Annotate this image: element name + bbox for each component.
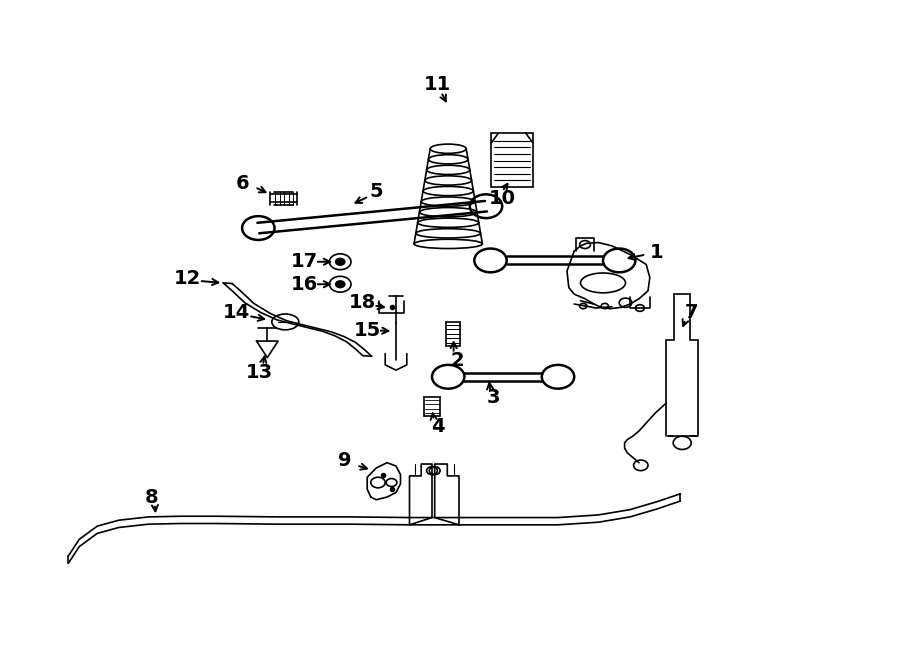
Text: 4: 4 (430, 417, 445, 436)
Text: 13: 13 (246, 363, 273, 381)
Text: 17: 17 (291, 253, 318, 271)
Text: 10: 10 (489, 189, 516, 208)
Text: 7: 7 (685, 303, 698, 322)
Text: 2: 2 (450, 351, 464, 369)
Circle shape (336, 281, 345, 288)
Text: 1: 1 (650, 243, 664, 262)
Text: 16: 16 (291, 275, 318, 293)
Text: 6: 6 (236, 174, 250, 192)
Circle shape (336, 258, 345, 265)
Text: 18: 18 (349, 293, 376, 312)
Text: 5: 5 (369, 182, 383, 201)
Text: 3: 3 (487, 389, 500, 407)
Text: 12: 12 (174, 270, 201, 288)
Text: 8: 8 (144, 488, 158, 506)
Text: 11: 11 (424, 75, 451, 94)
Text: 15: 15 (354, 321, 381, 340)
Text: 14: 14 (223, 303, 250, 322)
Text: 9: 9 (338, 451, 351, 470)
